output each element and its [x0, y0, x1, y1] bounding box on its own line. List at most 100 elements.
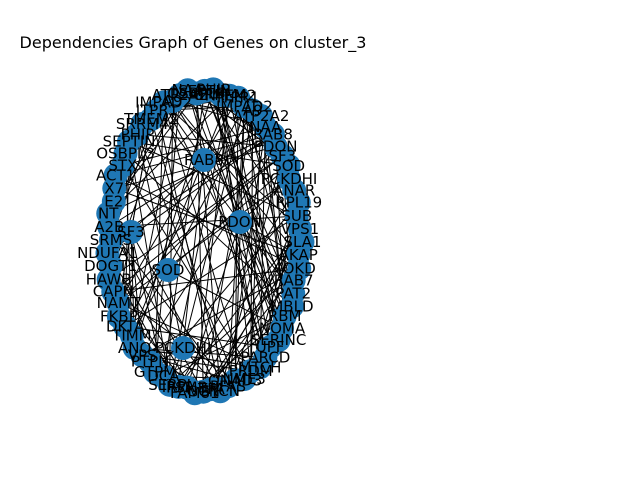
node-label: SERPI: [148, 376, 191, 394]
node-label: PHIP: [196, 80, 230, 98]
graph-edge: [113, 291, 236, 381]
node-label: PFAS: [210, 377, 246, 395]
graph-edge: [167, 269, 283, 329]
node-label: A2B: [94, 218, 124, 236]
node-label: NME3: [223, 370, 266, 388]
graph-edge: [128, 141, 297, 217]
node-label: NAA: [172, 81, 205, 99]
node-label: PDON: [218, 213, 262, 231]
node-label: UPF: [256, 338, 285, 356]
graph-edge: [122, 165, 252, 372]
node-label: OSBPL3: [167, 84, 226, 102]
graph-edge: [250, 110, 254, 372]
node-label: TMEM2: [123, 110, 178, 128]
graph-edge: [125, 326, 271, 348]
graph-edge: [196, 93, 204, 392]
node-label: RAB8: [253, 125, 293, 143]
graph-labels: OSBPL3SEPTINPHIPSRRM4TMEM2ITPR1IMPAD2A9A…: [77, 80, 322, 402]
node-label: CAPN: [93, 283, 134, 301]
node-label: ITPR1: [217, 89, 260, 107]
node-label: ANAR: [273, 181, 315, 199]
node-label: SEPTIN: [103, 133, 156, 151]
node-label: TMEM2: [201, 87, 256, 105]
node-label: PRDM: [229, 362, 273, 380]
node-label: ACT1: [96, 166, 135, 184]
graph-edge: [137, 134, 184, 349]
node-label: GTPM: [134, 363, 176, 381]
graph-edge: [172, 100, 294, 294]
node-label: IMPAD2: [216, 97, 273, 115]
node-label: PAT2: [275, 284, 311, 302]
node-label: NT: [98, 204, 119, 222]
graph-edge: [108, 100, 174, 280]
graph-edge: [117, 119, 152, 304]
node-label: IMPAD2: [135, 93, 192, 111]
node-label: OSBPL3: [96, 144, 155, 162]
graph-edge: [150, 119, 229, 387]
graph-edge: [130, 159, 205, 233]
node-label: RAB7: [274, 271, 314, 289]
node-label: HAWB: [86, 271, 132, 289]
node-label: PARCD: [240, 349, 290, 367]
node-label: FAM81: [170, 384, 220, 402]
node-label: PHIP: [121, 125, 155, 143]
node-label: TIMM: [111, 327, 151, 345]
node-label: NAA: [249, 118, 282, 136]
graph-edge: [172, 100, 299, 256]
node-label: GCN: [187, 383, 220, 401]
graph-edge: [202, 110, 254, 392]
node-label: ONAD3: [208, 371, 262, 389]
node-label: SERINC: [251, 331, 307, 349]
graph-edge: [169, 268, 300, 386]
graph-edge: [107, 95, 230, 214]
node-label: SRMS: [90, 231, 132, 249]
node-label: FKBP: [100, 307, 138, 325]
graph-node: [228, 210, 252, 234]
node-label: PCKDHI: [261, 170, 318, 188]
graph-edge: [108, 133, 274, 214]
graph-node: [192, 148, 216, 172]
graph-edge: [113, 93, 197, 202]
graph-edge: [134, 347, 266, 359]
node-label: MBLD: [270, 297, 313, 315]
node-label: SEPTIN: [178, 82, 231, 100]
node-label: NDUFA1: [77, 244, 138, 262]
node-label: X7: [104, 179, 124, 197]
graph-edge: [131, 95, 181, 336]
node-label: E2: [104, 193, 123, 211]
node-label: ATP2A2: [233, 107, 290, 125]
node-label: RAB8: [184, 151, 224, 169]
node-label: SRRM4: [194, 86, 247, 104]
node-label: AKAP: [279, 246, 318, 264]
graph-edge: [125, 152, 293, 307]
node-label: RPL19: [275, 193, 322, 211]
node-label: STX: [108, 157, 137, 175]
graph-edge: [131, 110, 254, 336]
graph-edge: [234, 106, 245, 381]
node-label: PSMB: [166, 379, 208, 397]
node-label: SRRM4: [116, 115, 169, 133]
graph-edge: [130, 231, 164, 377]
node-label: VPS: [128, 346, 157, 364]
node-label: SUB: [281, 207, 312, 225]
graph-edge: [243, 106, 280, 341]
graph-edge: [259, 127, 266, 368]
node-label: PDON: [254, 138, 298, 156]
graph-edge: [163, 102, 283, 329]
node-label: DCA: [147, 367, 180, 385]
graph-edge: [125, 153, 133, 336]
graph-edge: [141, 146, 277, 356]
graph-edge: [172, 100, 266, 128]
graph-nodes: [95, 77, 315, 406]
node-label: A9: [243, 102, 263, 120]
node-label: IRPA: [162, 378, 196, 396]
graph-edge: [142, 268, 300, 356]
graph-edge: [196, 93, 221, 392]
graph-edge: [108, 226, 204, 392]
graph-title: Dependencies Graph of Genes on cluster_3: [19, 33, 367, 52]
node-label: SOD: [272, 157, 305, 175]
node-label: SYCN: [200, 382, 240, 400]
node-label: SF3: [117, 223, 145, 241]
node-label: NAMT: [97, 294, 141, 312]
